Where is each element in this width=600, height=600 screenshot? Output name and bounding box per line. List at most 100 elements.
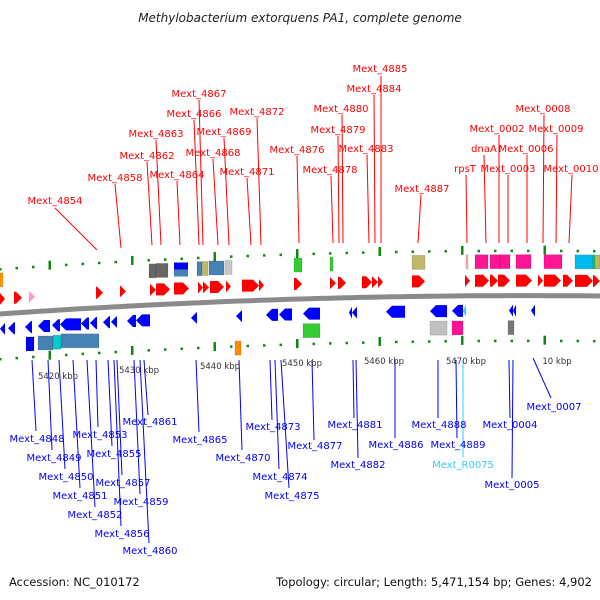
label-leader-line bbox=[155, 139, 162, 246]
label-leader-line bbox=[256, 117, 262, 246]
forward-gene-arrow bbox=[544, 274, 561, 287]
gene-label: Mext_4871 bbox=[220, 167, 275, 178]
reverse-gene-arrow bbox=[509, 304, 513, 317]
feature-box bbox=[37, 335, 54, 351]
label-leader-line bbox=[116, 359, 123, 476]
forward-gene-arrow bbox=[294, 278, 302, 291]
reverse-gene-arrow bbox=[25, 321, 32, 334]
gene-label: Mext_4869 bbox=[197, 127, 252, 138]
minor-tick bbox=[230, 255, 233, 258]
label-leader-line bbox=[542, 114, 545, 244]
gene-label: Mext_4861 bbox=[123, 417, 178, 428]
major-tick bbox=[378, 247, 381, 257]
gene-label: Mext_4851 bbox=[53, 491, 108, 502]
minor-tick bbox=[444, 250, 447, 253]
scale-label: 5450 kbp bbox=[282, 359, 322, 369]
scale-label: 5430 kbp bbox=[119, 366, 159, 376]
gene-label: Mext_4859 bbox=[114, 497, 169, 508]
major-tick bbox=[296, 249, 299, 259]
gene-label: Mext_4868 bbox=[186, 148, 241, 159]
label-leader-line bbox=[198, 99, 204, 246]
accession-text: Accession: NC_010172 bbox=[9, 575, 140, 589]
minor-tick bbox=[428, 340, 431, 343]
forward-gene-arrow bbox=[465, 274, 470, 287]
forward-gene-arrow bbox=[563, 274, 573, 287]
reverse-gene-arrow bbox=[60, 318, 81, 331]
minor-tick bbox=[345, 251, 348, 255]
forward-gene-arrow bbox=[210, 280, 224, 293]
gene-label: Mext_4856 bbox=[95, 529, 150, 540]
gene-label: Mext_4882 bbox=[331, 460, 386, 471]
minor-tick bbox=[180, 347, 183, 350]
reverse-gene-arrow bbox=[38, 320, 50, 333]
minor-tick bbox=[32, 265, 35, 269]
gene-label: Mext_4852 bbox=[68, 510, 123, 521]
minor-tick bbox=[65, 263, 68, 267]
reverse-gene-arrow bbox=[386, 305, 405, 318]
minor-tick bbox=[444, 340, 447, 343]
minor-tick bbox=[15, 356, 18, 360]
tick-marks bbox=[0, 245, 596, 361]
label-leader-line bbox=[269, 359, 273, 421]
gene-label: Mext_4854 bbox=[28, 196, 83, 207]
reverse-gene-arrow bbox=[430, 305, 447, 318]
label-leader-line bbox=[47, 359, 53, 451]
reverse-gene-arrow bbox=[266, 308, 278, 321]
feature-box bbox=[429, 320, 448, 336]
gene-label: Mext_4884 bbox=[347, 84, 402, 95]
gene-label: Mext_4863 bbox=[129, 129, 184, 140]
major-tick bbox=[213, 342, 216, 352]
gene-label: Mext_0005 bbox=[485, 480, 540, 491]
minor-tick bbox=[312, 252, 315, 256]
feature-box bbox=[196, 261, 203, 277]
label-leader-line bbox=[555, 134, 558, 244]
label-leader-line bbox=[330, 175, 334, 244]
label-leader-line bbox=[455, 359, 458, 439]
scale-label: 5440 kbp bbox=[200, 362, 240, 372]
label-leader-line bbox=[54, 207, 98, 251]
gene-label: Mext_4877 bbox=[288, 441, 343, 452]
reverse-gene-arrow bbox=[236, 310, 242, 323]
minor-tick bbox=[263, 344, 266, 347]
reverse-gene-arrow bbox=[279, 308, 292, 321]
minor-tick bbox=[279, 253, 282, 257]
genome-title: Methylobacterium extorquens PA1, complet… bbox=[138, 11, 462, 25]
major-tick bbox=[296, 339, 299, 349]
minor-tick bbox=[312, 342, 315, 346]
label-leader-line bbox=[72, 359, 81, 489]
label-leader-line bbox=[212, 158, 219, 246]
minor-tick bbox=[0, 268, 2, 271]
major-tick bbox=[131, 255, 134, 265]
gene-label: Mext_4880 bbox=[314, 104, 369, 115]
forward-gene-arrow bbox=[498, 274, 510, 287]
gene-label: Mext_4858 bbox=[88, 173, 143, 184]
minor-tick bbox=[593, 339, 596, 343]
major-tick bbox=[543, 245, 546, 255]
scale-label: 5420 kbp bbox=[38, 372, 78, 382]
minor-tick bbox=[510, 339, 513, 343]
forward-gene-arrow bbox=[203, 281, 209, 294]
minor-tick bbox=[164, 348, 167, 351]
minor-tick bbox=[279, 343, 282, 347]
label-leader-line bbox=[366, 154, 370, 244]
label-leader-line bbox=[352, 359, 355, 419]
reverse-gene-arrow bbox=[513, 304, 516, 317]
gene-label: Mext_4885 bbox=[353, 64, 408, 75]
forward-gene-arrow bbox=[29, 290, 35, 303]
label-leader-line bbox=[113, 359, 122, 527]
feature-box bbox=[52, 334, 62, 350]
label-leader-line bbox=[223, 137, 230, 246]
label-leaders bbox=[31, 76, 573, 544]
gene-label: Mext_4886 bbox=[369, 440, 424, 451]
feature-box bbox=[507, 320, 515, 336]
forward-gene-arrow bbox=[330, 277, 336, 290]
label-leader-line bbox=[465, 174, 468, 244]
minor-tick bbox=[147, 349, 150, 352]
label-leader-line bbox=[417, 194, 422, 244]
gene-label: Mext_4864 bbox=[150, 170, 205, 181]
forward-gene-arrow bbox=[475, 274, 489, 287]
minor-tick bbox=[197, 256, 200, 260]
forward-gene-arrow bbox=[198, 281, 203, 294]
label-leader-line bbox=[107, 359, 113, 447]
minor-tick bbox=[164, 258, 167, 261]
